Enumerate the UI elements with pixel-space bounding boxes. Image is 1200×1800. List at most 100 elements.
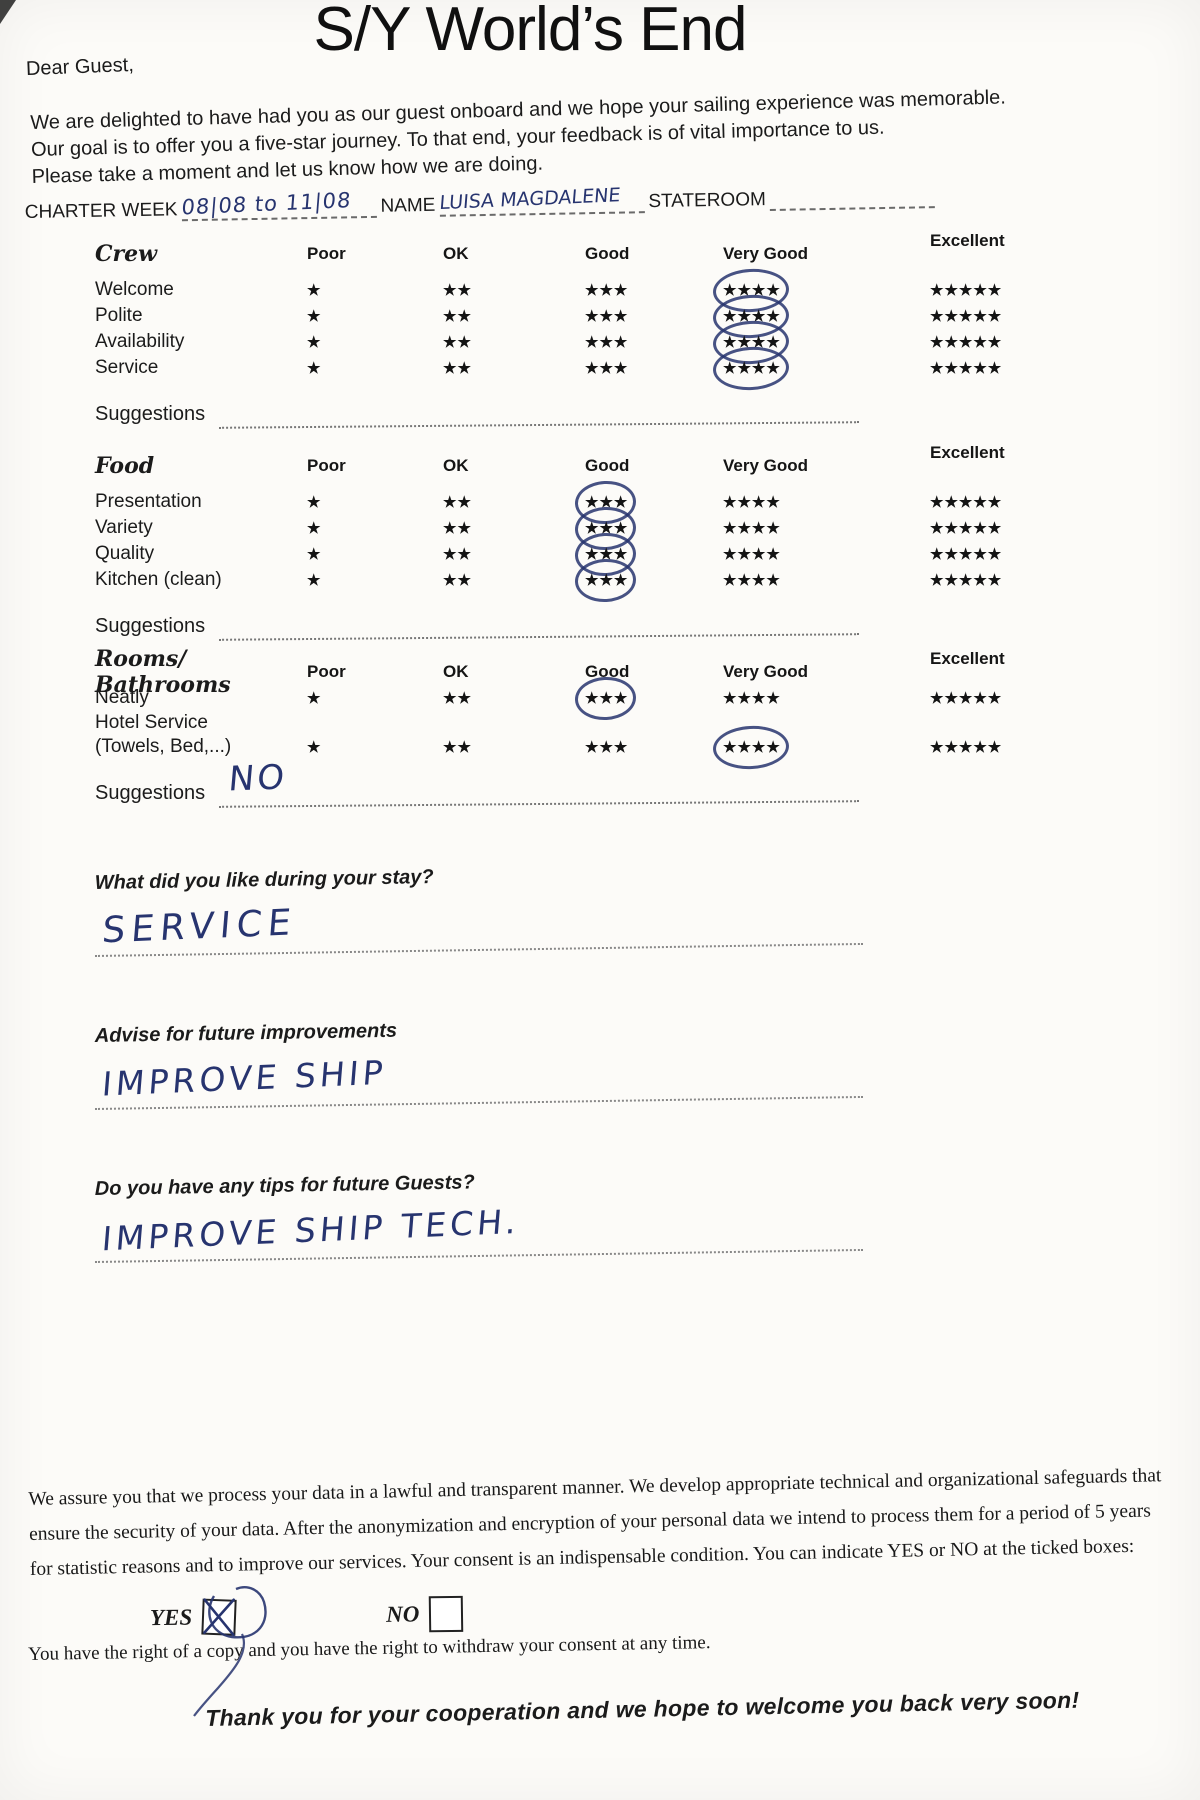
stars: ★★★★ — [723, 689, 781, 707]
name-field: LUISA MAGDALENE — [438, 184, 645, 217]
stars: ★★★★★ — [930, 493, 1003, 511]
rating-header-very-good: Very Good — [723, 662, 809, 681]
stars: ★★ — [443, 519, 472, 537]
stars: ★★ — [443, 333, 472, 351]
stars-cell: ★★★★★ — [930, 493, 1100, 512]
stars: ★★★★ — [723, 493, 781, 511]
section-title: Crew — [95, 241, 158, 267]
suggestions-line: NO — [219, 757, 860, 808]
stars: ★★ — [443, 493, 472, 511]
rating-header-excellent: Excellent — [930, 649, 1005, 668]
stars: ★★★ — [585, 333, 629, 351]
rating-header-poor: Poor — [307, 456, 346, 475]
stars: ★★ — [443, 281, 472, 299]
suggestions-label: Suggestions — [95, 403, 206, 425]
stars-cell: ★ — [307, 281, 443, 300]
handwritten-answer: SERVICE — [100, 902, 299, 952]
row-label: Service — [95, 357, 159, 378]
food-rating-section: Food Poor OK Good Very Good Excellent Presenta… — [0, 443, 1120, 641]
stars-cell: ★★ — [443, 281, 585, 300]
rating-header-very-good: Very Good — [723, 244, 809, 263]
rating-header-poor: Poor — [307, 662, 346, 681]
rating-row: (Towels, Bed,...) ★ ★★ ★★★ ★★★★ ★★★★★ — [0, 734, 1120, 760]
no-label: NO — [385, 1601, 420, 1627]
rating-row: Quality ★ ★★ ★★★ ★★★★ ★★★★★ — [0, 541, 1120, 567]
question-label: Advise for future improvements — [94, 1019, 398, 1048]
handwritten-suggestion: NO — [227, 757, 289, 800]
consent-checkbox-row: YES NO — [150, 1595, 464, 1637]
stars: ★ — [307, 689, 322, 707]
rating-header-excellent: Excellent — [930, 231, 1005, 250]
stars: ★★★ — [585, 307, 629, 325]
question-label: Do you have any tips for future Guests? — [94, 1171, 475, 1201]
stars-cell: ★ — [307, 307, 443, 326]
stars: ★★ — [443, 689, 472, 707]
stateroom-label: STATEROOM — [648, 189, 767, 213]
stars: ★★★★★ — [930, 571, 1003, 589]
rating-row: Polite ★ ★★ ★★★ ★★★★ ★★★★★ — [0, 303, 1120, 329]
stars-cell: ★★★★ — [723, 493, 930, 512]
rating-row: Welcome ★ ★★ ★★★ ★★★★ ★★★★★ — [0, 277, 1120, 303]
suggestions-label: Suggestions — [95, 615, 206, 637]
row-label: Availability — [95, 331, 185, 352]
stars-cell: ★★★★★ — [930, 333, 1100, 352]
suggestions-row: Suggestions NO — [0, 757, 1120, 808]
rating-row: Availability ★ ★★ ★★★ ★★★★ ★★★★★ — [0, 329, 1120, 355]
stars: ★★★★ — [723, 519, 781, 537]
stars-cell: ★ — [307, 738, 443, 757]
stars-cell: ★★★ — [585, 571, 723, 590]
data-privacy-paragraph: We assure you that we process your data … — [28, 1457, 1200, 1586]
stars-cell: ★★★ — [585, 519, 723, 538]
suggestions-line — [219, 617, 860, 641]
stars-cell: ★★★★★ — [930, 545, 1100, 564]
stars-cell: ★★★ — [585, 307, 723, 326]
charter-row: CHARTER WEEK 08|08 to 11|08 NAME LUISA M… — [25, 182, 936, 224]
answer-line: IMPROVE SHIP — [94, 1047, 863, 1110]
stars: ★ — [307, 738, 322, 756]
rating-header-row: Crew Poor OK Good Very Good Excellent — [0, 231, 1120, 270]
stars-cell: ★★★★ — [723, 571, 930, 590]
stars-cell: ★★ — [443, 333, 585, 352]
section-title: Food — [95, 453, 155, 479]
rating-header-good: Good — [585, 662, 630, 681]
rating-header-ok: OK — [443, 456, 469, 475]
stars: ★★★ — [585, 738, 629, 756]
rating-circle: ★★★ — [585, 689, 629, 707]
stars-cell: ★★★★★ — [930, 738, 1100, 757]
stars: ★★★★★ — [930, 545, 1003, 563]
stars: ★★★★★ — [930, 333, 1003, 351]
stars-cell: ★★★ — [585, 333, 723, 352]
stars: ★ — [307, 333, 322, 351]
rating-header-good: Good — [585, 456, 630, 475]
stars-cell: ★ — [307, 359, 443, 378]
stars-cell: ★ — [307, 571, 443, 590]
stars: ★★★★ — [723, 571, 781, 589]
question-block-improvements: Advise for future improvements IMPROVE S… — [94, 1020, 863, 1110]
rating-header-very-good: Very Good — [723, 456, 809, 475]
stars-cell: ★ — [307, 493, 443, 512]
crew-rating-section: Crew Poor OK Good Very Good Excellent Welcome ★… — [0, 231, 1120, 429]
stars-cell: ★★ — [443, 359, 585, 378]
row-label: Neatly — [95, 687, 149, 708]
name-label: NAME — [380, 194, 436, 217]
rating-circle: ★★★★ — [723, 333, 781, 351]
stars: ★★ — [443, 359, 472, 377]
stars: ★ — [307, 571, 322, 589]
scan-corner-artifact — [0, 0, 16, 24]
stars-cell: ★★★ — [585, 493, 723, 512]
stars: ★ — [307, 359, 322, 377]
handwritten-answer: IMPROVE SHIP — [100, 1052, 389, 1104]
row-label: Hotel Service — [95, 711, 208, 733]
rating-row: Kitchen (clean) ★ ★★ ★★★ ★★★★ ★★★★★ — [0, 567, 1120, 593]
stars: ★★★★★ — [930, 738, 1003, 756]
stateroom-field — [769, 182, 936, 211]
stars: ★★ — [443, 545, 472, 563]
stars: ★ — [307, 493, 322, 511]
stars-cell: ★★★ — [585, 738, 723, 757]
rating-circle: ★★★ — [585, 545, 629, 563]
stars-cell: ★★ — [443, 545, 585, 564]
stars: ★★★★★ — [930, 307, 1003, 325]
rating-circle: ★★★★ — [723, 281, 781, 299]
section-title: Rooms/ Bathrooms — [95, 646, 231, 698]
